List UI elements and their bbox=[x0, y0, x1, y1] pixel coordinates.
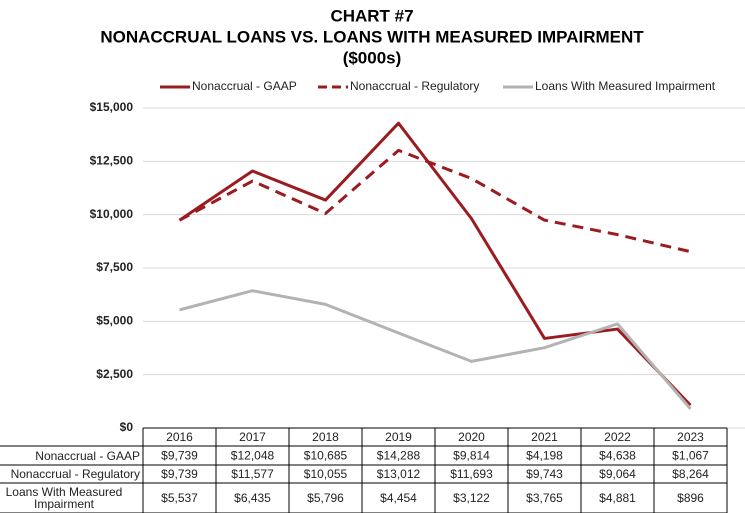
table-value: $13,012 bbox=[377, 467, 421, 481]
y-tick-label: $12,500 bbox=[90, 154, 134, 168]
y-tick-label: $2,500 bbox=[96, 367, 133, 381]
table-value: $5,796 bbox=[307, 491, 344, 505]
table-value: $4,454 bbox=[380, 491, 417, 505]
table-value: $9,739 bbox=[161, 467, 198, 481]
table-value: $11,577 bbox=[231, 467, 274, 481]
legend-label: Nonaccrual - Regulatory bbox=[350, 79, 479, 93]
table-value: $12,048 bbox=[231, 449, 275, 463]
table-value: $3,765 bbox=[526, 491, 563, 505]
table-value: $9,814 bbox=[453, 449, 490, 463]
chart-subtitle: ($000s) bbox=[343, 48, 402, 67]
table-row-label: Nonaccrual - Regulatory bbox=[10, 467, 140, 481]
y-tick-label: $0 bbox=[120, 420, 134, 434]
table-value: $9,739 bbox=[161, 449, 198, 463]
series-line bbox=[178, 148, 691, 254]
table-value: $4,881 bbox=[599, 491, 636, 505]
legend-label: Nonaccrual - GAAP bbox=[192, 79, 297, 93]
table-row-label: Loans With Measured Impairment bbox=[5, 485, 123, 511]
table-value: $896 bbox=[677, 491, 704, 505]
x-tick-label: 2017 bbox=[239, 430, 266, 444]
y-tick-label: $15,000 bbox=[90, 100, 134, 114]
table-value: $1,067 bbox=[672, 449, 709, 463]
x-tick-label: 2016 bbox=[166, 430, 193, 444]
x-tick-label: 2022 bbox=[604, 430, 631, 444]
table-value: $3,122 bbox=[453, 491, 490, 505]
series-line bbox=[178, 121, 692, 407]
x-tick-label: 2021 bbox=[531, 430, 558, 444]
chart-title: CHART #7 bbox=[330, 6, 413, 25]
x-tick-label: 2018 bbox=[312, 430, 339, 444]
x-tick-label: 2019 bbox=[385, 430, 412, 444]
table-value: $4,198 bbox=[526, 449, 563, 463]
y-tick-label: $7,500 bbox=[96, 260, 133, 274]
table-value: $4,638 bbox=[599, 449, 636, 463]
x-tick-label: 2020 bbox=[458, 430, 485, 444]
legend-label: Loans With Measured Impairment bbox=[535, 79, 716, 93]
table-value: $10,685 bbox=[304, 449, 348, 463]
table-value: $9,064 bbox=[599, 467, 636, 481]
table-value: $5,537 bbox=[161, 491, 198, 505]
chart-subtitle: NONACCRUAL LOANS VS. LOANS WITH MEASURED… bbox=[100, 27, 644, 46]
table-value: $11,693 bbox=[450, 467, 493, 481]
table-value: $14,288 bbox=[377, 449, 421, 463]
x-tick-label: 2023 bbox=[677, 430, 704, 444]
table-value: $6,435 bbox=[234, 491, 271, 505]
y-tick-label: $5,000 bbox=[96, 314, 133, 328]
table-value: $8,264 bbox=[672, 467, 709, 481]
table-value: $9,743 bbox=[526, 467, 563, 481]
series-line bbox=[179, 289, 692, 410]
table-row-label: Nonaccrual - GAAP bbox=[35, 448, 140, 463]
y-tick-label: $10,000 bbox=[90, 207, 134, 221]
table-value: $10,055 bbox=[304, 467, 348, 481]
